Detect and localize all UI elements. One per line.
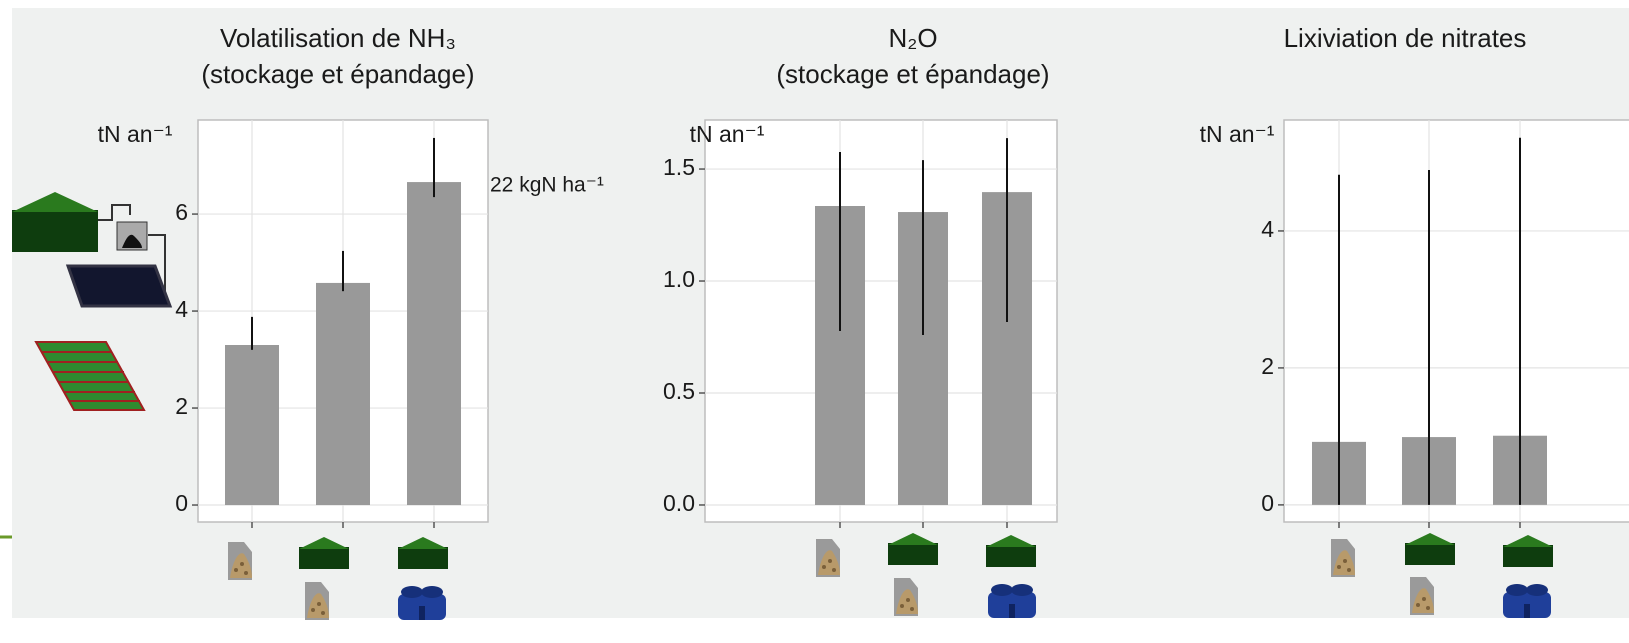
y-axis-label: tN an⁻¹ [98, 121, 173, 147]
y-tick-label: 0.0 [663, 490, 695, 516]
chart-title: N₂O [888, 23, 937, 53]
y-tick-label: 6 [175, 199, 188, 225]
y-tick-label: 4 [1261, 216, 1274, 242]
bar [225, 345, 279, 506]
y-tick-label: 4 [175, 296, 188, 322]
y-tick-label: 1.5 [663, 154, 695, 180]
chart-subtitle: (stockage et épandage) [201, 59, 474, 89]
y-tick-label: 2 [175, 393, 188, 419]
y-tick-label: 0.5 [663, 378, 695, 404]
chart-title: Lixiviation de nitrates [1284, 23, 1527, 53]
bar [407, 182, 461, 506]
y-tick-label: 1.0 [663, 266, 695, 292]
y-tick-label: 2 [1261, 353, 1274, 379]
process-diagram [12, 192, 173, 411]
y-tick-label: 0 [1261, 490, 1274, 516]
chart-subtitle: (stockage et épandage) [776, 59, 1049, 89]
chart-title: Volatilisation de NH₃ [220, 23, 456, 53]
bar [316, 282, 370, 506]
y-axis-label: tN an⁻¹ [690, 121, 765, 147]
y-tick-label: 0 [175, 490, 188, 516]
annotation: 22 kgN ha⁻¹ [490, 174, 604, 197]
y-axis-label: tN an⁻¹ [1200, 121, 1275, 147]
